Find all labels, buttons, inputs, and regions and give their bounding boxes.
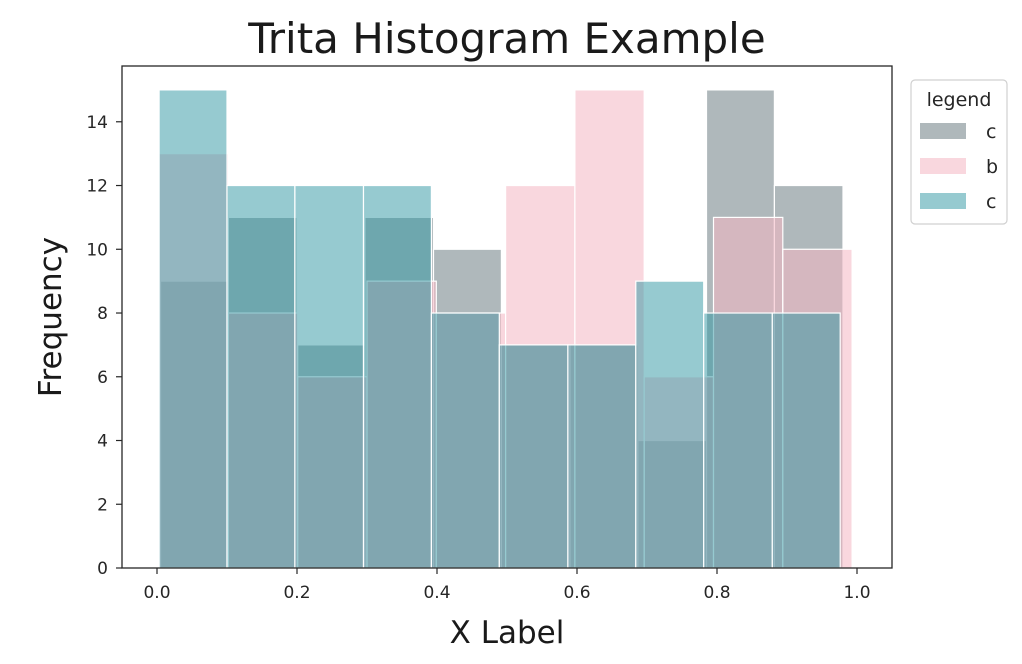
y-tick-label: 14 — [86, 113, 108, 133]
x-tick-label: 0.4 — [423, 583, 450, 603]
bar-c-teal-2 — [294, 184, 365, 569]
legend-label-c-gray: c — [986, 121, 996, 143]
bar-c-teal-4 — [430, 312, 500, 569]
x-axis-title: X Label — [450, 615, 565, 651]
legend-label-c-teal: c — [986, 191, 996, 213]
bar-c-teal-7 — [635, 280, 705, 569]
y-tick-label: 8 — [97, 304, 108, 324]
bar-c-teal-0 — [158, 89, 228, 569]
legend-swatch-c-teal — [920, 193, 966, 209]
x-tick-label: 0.6 — [563, 583, 590, 603]
legend-label-b-pink: b — [986, 156, 998, 178]
y-axis: 0 2 4 6 8 10 12 14 — [86, 113, 122, 579]
bar-c-teal-8 — [703, 312, 773, 569]
y-tick-label: 2 — [97, 495, 108, 515]
x-tick-label: 1.0 — [843, 583, 870, 603]
legend-title: legend — [927, 89, 992, 111]
bar-c-teal-9 — [771, 312, 841, 569]
x-tick-label: 0.0 — [143, 583, 170, 603]
y-tick-label: 4 — [97, 432, 108, 452]
plot-frame — [121, 65, 893, 569]
x-tick-label: 0.2 — [283, 583, 310, 603]
bars-layer — [158, 89, 853, 569]
x-axis: 0.0 0.2 0.4 0.6 0.8 1.0 — [143, 568, 871, 603]
series-c-teal — [158, 89, 841, 569]
bar-c-teal-5 — [498, 344, 569, 569]
bar-c-teal-3 — [362, 184, 433, 569]
bar-c-teal-1 — [226, 184, 296, 569]
bar-c-teal-6 — [567, 344, 637, 569]
y-tick-label: 12 — [86, 177, 108, 197]
legend-swatch-c-gray — [920, 123, 966, 139]
y-tick-label: 10 — [86, 240, 108, 260]
legend-frame — [910, 79, 1008, 225]
y-tick-label: 0 — [97, 559, 108, 579]
chart-title: Trita Histogram Example — [247, 14, 765, 63]
y-axis-title: Frequency — [33, 237, 69, 397]
y-tick-label: 6 — [97, 368, 108, 388]
legend-swatch-b-pink — [920, 158, 966, 174]
legend: legend c b c — [910, 79, 1008, 225]
x-tick-label: 0.8 — [703, 583, 730, 603]
